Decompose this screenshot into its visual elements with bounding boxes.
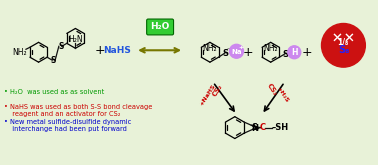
- Text: H₂N: H₂N: [68, 35, 83, 44]
- Circle shape: [288, 46, 301, 59]
- Text: Na: Na: [231, 49, 242, 55]
- Text: 1/₈: 1/₈: [337, 38, 348, 47]
- Text: • NaHS was used as both S-S bond cleavage: • NaHS was used as both S-S bond cleavag…: [4, 104, 152, 110]
- Text: S: S: [51, 56, 56, 65]
- Text: S: S: [223, 49, 229, 58]
- Text: +: +: [242, 46, 253, 59]
- Text: • H₂O  was used as as solvent: • H₂O was used as as solvent: [4, 89, 104, 95]
- Text: N: N: [251, 124, 258, 133]
- Text: +: +: [301, 46, 312, 59]
- Text: –SH: –SH: [272, 123, 289, 132]
- Text: C: C: [259, 123, 265, 132]
- Text: S₈: S₈: [339, 45, 350, 55]
- Text: +H₂S: +H₂S: [276, 86, 290, 104]
- Text: • New metal sulfide-disulfide dynamic: • New metal sulfide-disulfide dynamic: [4, 119, 131, 125]
- Text: +NaHS: +NaHS: [199, 83, 217, 107]
- Text: reagent and an activator for CS₂: reagent and an activator for CS₂: [8, 111, 120, 117]
- Text: NH₂: NH₂: [203, 44, 217, 53]
- Text: +: +: [95, 44, 105, 57]
- Text: interchange had been put forward: interchange had been put forward: [8, 126, 127, 132]
- Circle shape: [322, 23, 366, 67]
- Text: CS₂: CS₂: [212, 83, 224, 97]
- Text: S: S: [58, 42, 64, 51]
- Text: H₂O: H₂O: [150, 22, 170, 32]
- Text: S: S: [251, 123, 257, 132]
- Text: H: H: [291, 48, 297, 57]
- Text: ⁻: ⁻: [227, 47, 230, 53]
- Text: NH₂: NH₂: [263, 44, 278, 53]
- FancyBboxPatch shape: [147, 19, 174, 35]
- Circle shape: [229, 44, 243, 58]
- Text: CS₂: CS₂: [265, 83, 278, 97]
- Text: +: +: [238, 45, 243, 50]
- Text: S: S: [282, 50, 288, 59]
- Text: NaHS: NaHS: [103, 46, 131, 55]
- Text: NH₂: NH₂: [12, 48, 27, 57]
